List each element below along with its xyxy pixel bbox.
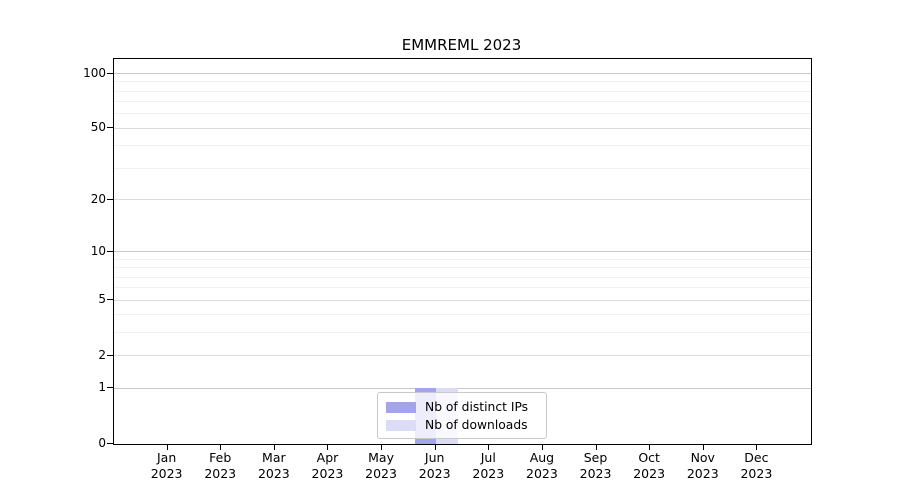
legend: Nb of distinct IPs Nb of downloads xyxy=(377,392,547,439)
gridline-y-5 xyxy=(114,299,811,301)
distinct-ips-swatch-icon xyxy=(386,401,416,413)
gridline-y-7 xyxy=(114,276,811,278)
y-tick-mark xyxy=(107,387,113,389)
legend-label-distinct-ips: Nb of distinct IPs xyxy=(425,400,529,414)
x-tick-mark xyxy=(488,444,490,450)
gridline-y-50 xyxy=(114,127,811,129)
x-tick-mark xyxy=(273,444,275,450)
gridline-y-40 xyxy=(114,145,811,147)
x-tick-label-apr: Apr 2023 xyxy=(311,450,344,481)
gridline-y-10 xyxy=(114,251,811,252)
x-tick-label-sep: Sep 2023 xyxy=(579,450,612,481)
y-tick-mark xyxy=(107,299,113,301)
x-tick-mark xyxy=(649,444,651,450)
y-tick-label: 2 xyxy=(98,347,106,362)
y-tick-mark xyxy=(107,443,113,444)
x-tick-mark xyxy=(220,444,222,450)
gridline-y-8 xyxy=(114,267,811,269)
y-tick-mark xyxy=(107,127,113,129)
legend-item-downloads: Nb of downloads xyxy=(386,416,538,434)
legend-label-downloads: Nb of downloads xyxy=(425,418,528,432)
chart-title: EMMREML 2023 xyxy=(401,36,522,54)
gridline-y-90 xyxy=(114,81,811,83)
gridline-y-20 xyxy=(114,199,811,201)
gridline-y-6 xyxy=(114,287,811,289)
x-tick-label-mar: Mar 2023 xyxy=(257,450,290,481)
x-tick-label-may: May 2023 xyxy=(365,450,397,481)
x-tick-mark xyxy=(756,444,758,450)
x-tick-label-nov: Nov 2023 xyxy=(686,450,719,481)
y-tick-label: 1 xyxy=(98,380,106,395)
plot-area xyxy=(113,58,812,445)
downloads-swatch-icon xyxy=(386,419,416,431)
x-tick-mark xyxy=(434,444,436,450)
x-tick-label-jun: Jun 2023 xyxy=(418,450,451,481)
y-tick-mark xyxy=(107,250,113,252)
x-tick-mark xyxy=(541,444,543,450)
y-tick-label: 0 xyxy=(98,436,106,450)
x-tick-mark xyxy=(381,444,383,450)
gridline-y-60 xyxy=(114,113,811,115)
legend-item-distinct-ips: Nb of distinct IPs xyxy=(386,398,538,416)
gridline-y-4 xyxy=(114,314,811,316)
gridline-y-9 xyxy=(114,258,811,260)
x-tick-mark xyxy=(166,444,168,450)
y-tick-mark xyxy=(107,198,113,200)
gridline-y-30 xyxy=(114,167,811,169)
gridline-y-3 xyxy=(114,332,811,334)
x-tick-mark xyxy=(702,444,704,450)
gridline-y-1 xyxy=(114,387,811,389)
y-tick-label: 20 xyxy=(90,191,106,206)
gridline-y-80 xyxy=(114,90,811,92)
x-tick-label-aug: Aug 2023 xyxy=(526,450,558,481)
y-tick-mark xyxy=(107,72,113,74)
y-tick-label: 50 xyxy=(90,120,106,135)
x-tick-label-jul: Jul 2023 xyxy=(472,450,505,481)
gridline-y-70 xyxy=(114,101,811,103)
x-tick-label-feb: Feb 2023 xyxy=(204,450,237,481)
x-tick-label-dec: Dec 2023 xyxy=(740,450,773,481)
y-tick-mark xyxy=(107,354,113,356)
y-tick-label: 5 xyxy=(98,292,106,307)
y-tick-label: 100 xyxy=(83,65,106,80)
gridline-y-2 xyxy=(114,355,811,357)
y-tick-label: 10 xyxy=(90,243,106,258)
x-tick-mark xyxy=(595,444,597,450)
gridline-y-100 xyxy=(114,73,811,74)
x-tick-label-jan: Jan 2023 xyxy=(150,450,183,481)
x-tick-mark xyxy=(327,444,329,450)
x-tick-label-oct: Oct 2023 xyxy=(633,450,666,481)
